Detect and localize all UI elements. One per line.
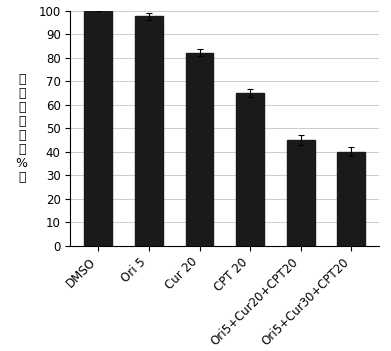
Bar: [186, 53, 213, 246]
Bar: [287, 140, 315, 246]
Bar: [236, 93, 264, 246]
Bar: [135, 16, 163, 246]
Bar: [337, 152, 365, 246]
Bar: [84, 11, 112, 246]
Y-axis label: 细
胞
存
活
率
（
%
）: 细 胞 存 活 率 （ % ）: [16, 73, 28, 184]
